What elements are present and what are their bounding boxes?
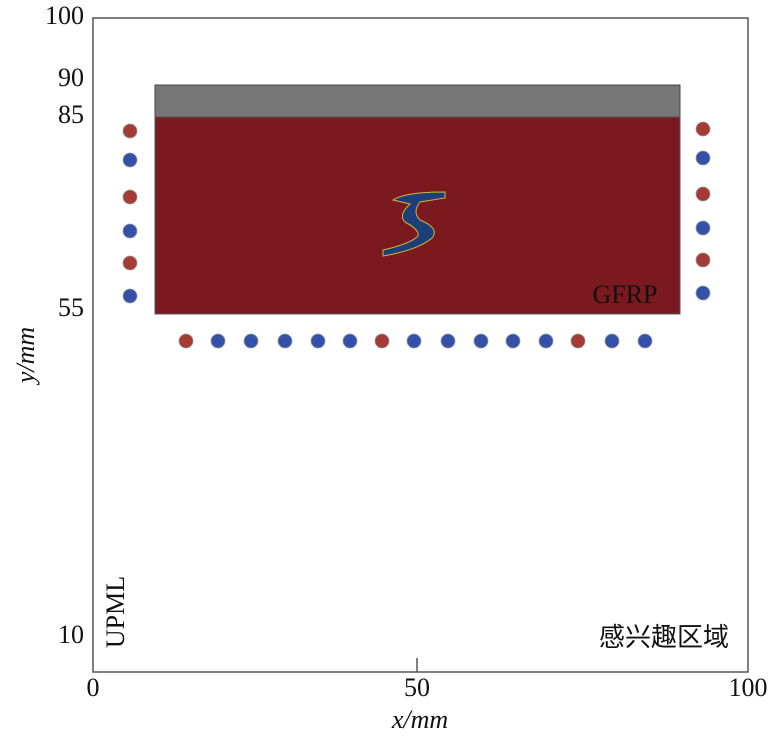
sensor xyxy=(604,333,620,349)
y-tick-label: 55 xyxy=(58,293,84,322)
sensor xyxy=(122,288,138,304)
y-axis-label: y/mm xyxy=(11,327,40,386)
roi-label: 感兴趣区域 xyxy=(599,623,729,652)
sensor-array xyxy=(122,121,711,349)
sensor xyxy=(695,285,711,301)
sensor xyxy=(310,333,326,349)
sensor xyxy=(695,220,711,236)
sensor xyxy=(243,333,259,349)
sensor xyxy=(374,333,390,349)
material-label: GFRP xyxy=(592,280,657,309)
y-tick-label: 85 xyxy=(58,100,84,129)
boundary-label: UPML xyxy=(101,576,130,648)
sensor xyxy=(538,333,554,349)
sensor xyxy=(570,333,586,349)
y-tick-label: 100 xyxy=(45,1,84,30)
gfrp-slab xyxy=(154,116,681,315)
sensor xyxy=(637,333,653,349)
sensor xyxy=(122,223,138,239)
sensor xyxy=(505,333,521,349)
sensor xyxy=(277,333,293,349)
sensor xyxy=(473,333,489,349)
x-tick-label: 0 xyxy=(87,673,100,702)
sensor xyxy=(440,333,456,349)
sensor xyxy=(406,333,422,349)
sensor xyxy=(695,150,711,166)
sensor xyxy=(695,186,711,202)
x-tick-label: 100 xyxy=(729,673,768,702)
sensor xyxy=(695,121,711,137)
sensor xyxy=(122,255,138,271)
sensor xyxy=(122,123,138,139)
top-layer xyxy=(154,84,681,118)
defect xyxy=(382,191,446,257)
sensor xyxy=(178,333,194,349)
x-tick-label: 50 xyxy=(404,673,430,702)
x-axis-label: x/mm xyxy=(391,705,448,734)
sensor xyxy=(342,333,358,349)
sensor xyxy=(695,252,711,268)
sensor xyxy=(122,189,138,205)
sensor xyxy=(122,152,138,168)
sensor xyxy=(210,333,226,349)
y-tick-label: 90 xyxy=(58,63,84,92)
y-tick-label: 10 xyxy=(58,620,84,649)
